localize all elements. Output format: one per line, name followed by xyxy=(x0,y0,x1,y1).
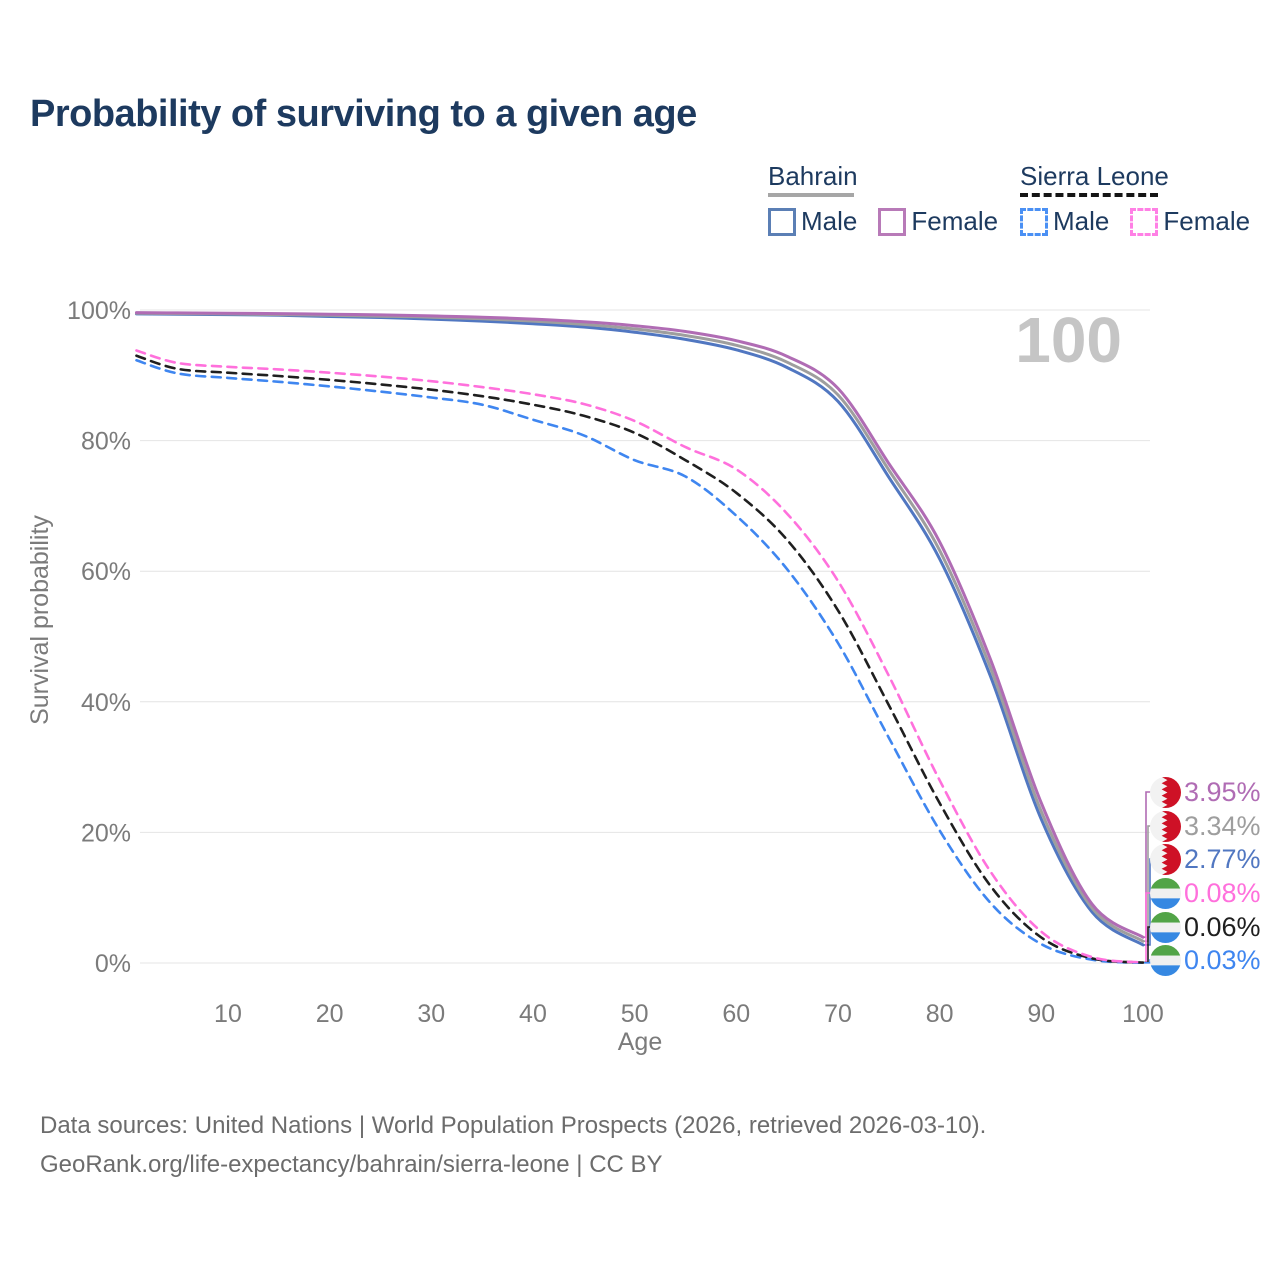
legend-checkbox[interactable] xyxy=(1130,207,1159,236)
end-value-text: 0.03% xyxy=(1184,944,1261,975)
legend-checkbox[interactable] xyxy=(1020,207,1048,236)
series-line-sierra-leone-male[interactable] xyxy=(135,358,1145,965)
end-value-text: 3.95% xyxy=(1184,776,1261,807)
legend-checkbox[interactable] xyxy=(768,207,796,236)
x-tick-label: 10 xyxy=(214,1000,242,1028)
end-value-label: 3.95% xyxy=(1150,775,1261,809)
legend-item-label: Female xyxy=(1163,206,1251,236)
y-tick-label: 0% xyxy=(95,950,131,978)
series-line-bahrain-male[interactable] xyxy=(134,312,1145,947)
y-tick-label: 100% xyxy=(67,297,131,325)
legend-group-sierra-leone: Sierra Leone Male Female xyxy=(1020,162,1271,237)
legend-item-sierra-leone-female[interactable]: Female xyxy=(1130,206,1250,237)
footer-data-sources: Data sources: United Nations | World Pop… xyxy=(40,1112,987,1139)
bahrain-flag-icon xyxy=(1150,843,1181,875)
x-tick-label: 100 xyxy=(1122,1000,1164,1028)
y-tick-label: 60% xyxy=(81,558,131,586)
end-value-text: 0.06% xyxy=(1184,911,1261,942)
end-value-label: 2.77% xyxy=(1150,842,1261,876)
x-tick-label: 90 xyxy=(1027,1000,1055,1028)
end-value-label: 3.34% xyxy=(1150,809,1261,843)
legend-item-label: Male xyxy=(1053,206,1110,236)
x-tick-label: 20 xyxy=(316,1000,344,1028)
sierra-leone-flag-icon xyxy=(1150,911,1181,943)
series-line-bahrain-female[interactable] xyxy=(134,311,1145,939)
legend-country-name[interactable]: Sierra Leone xyxy=(1020,161,1169,191)
x-tick-label: 40 xyxy=(519,1000,547,1028)
x-axis-title: Age xyxy=(618,1028,662,1056)
end-value-text: 0.08% xyxy=(1184,877,1261,908)
sierra-leone-flag-icon xyxy=(1150,877,1181,909)
end-value-text: 2.77% xyxy=(1184,843,1261,874)
legend-item-label: Male xyxy=(801,206,858,236)
x-tick-label: 50 xyxy=(621,1000,649,1028)
end-value-label: 0.03% xyxy=(1150,943,1261,977)
legend-country-underline xyxy=(768,193,854,197)
legend-checkbox[interactable] xyxy=(878,207,907,236)
hovered-age-watermark: 100 xyxy=(1015,304,1122,376)
series-line-bahrain[interactable] xyxy=(134,311,1145,943)
y-tick-label: 20% xyxy=(81,819,131,847)
y-tick-label: 40% xyxy=(81,689,131,717)
legend-group-bahrain: Bahrain Male Female xyxy=(768,162,1019,237)
legend-item-label: Female xyxy=(911,206,999,236)
legend-country-name[interactable]: Bahrain xyxy=(768,161,858,191)
series-line-sierra-leone-female[interactable] xyxy=(135,349,1145,964)
x-tick-label: 80 xyxy=(926,1000,954,1028)
y-tick-label: 80% xyxy=(81,428,131,456)
legend-item-sierra-leone-male[interactable]: Male xyxy=(1020,206,1109,237)
end-value-text: 3.34% xyxy=(1184,810,1261,841)
x-tick-label: 60 xyxy=(722,1000,750,1028)
sierra-leone-flag-icon xyxy=(1150,944,1181,976)
x-tick-label: 30 xyxy=(417,1000,445,1028)
page-title: Probability of surviving to a given age xyxy=(30,93,697,135)
legend-item-bahrain-female[interactable]: Female xyxy=(878,206,998,237)
end-value-label: 0.08% xyxy=(1150,876,1261,910)
end-value-label: 0.06% xyxy=(1150,910,1261,944)
footer-attribution: GeoRank.org/life-expectancy/bahrain/sier… xyxy=(40,1151,663,1178)
y-axis-title: Survival probability xyxy=(26,515,54,725)
bahrain-flag-icon xyxy=(1150,810,1181,842)
bahrain-flag-icon xyxy=(1150,776,1181,808)
legend-country-underline xyxy=(1020,193,1158,197)
series-line-sierra-leone[interactable] xyxy=(135,354,1145,964)
footer: Data sources: United Nations | World Pop… xyxy=(40,1106,986,1184)
legend-item-bahrain-male[interactable]: Male xyxy=(768,206,857,237)
x-tick-label: 70 xyxy=(824,1000,852,1028)
